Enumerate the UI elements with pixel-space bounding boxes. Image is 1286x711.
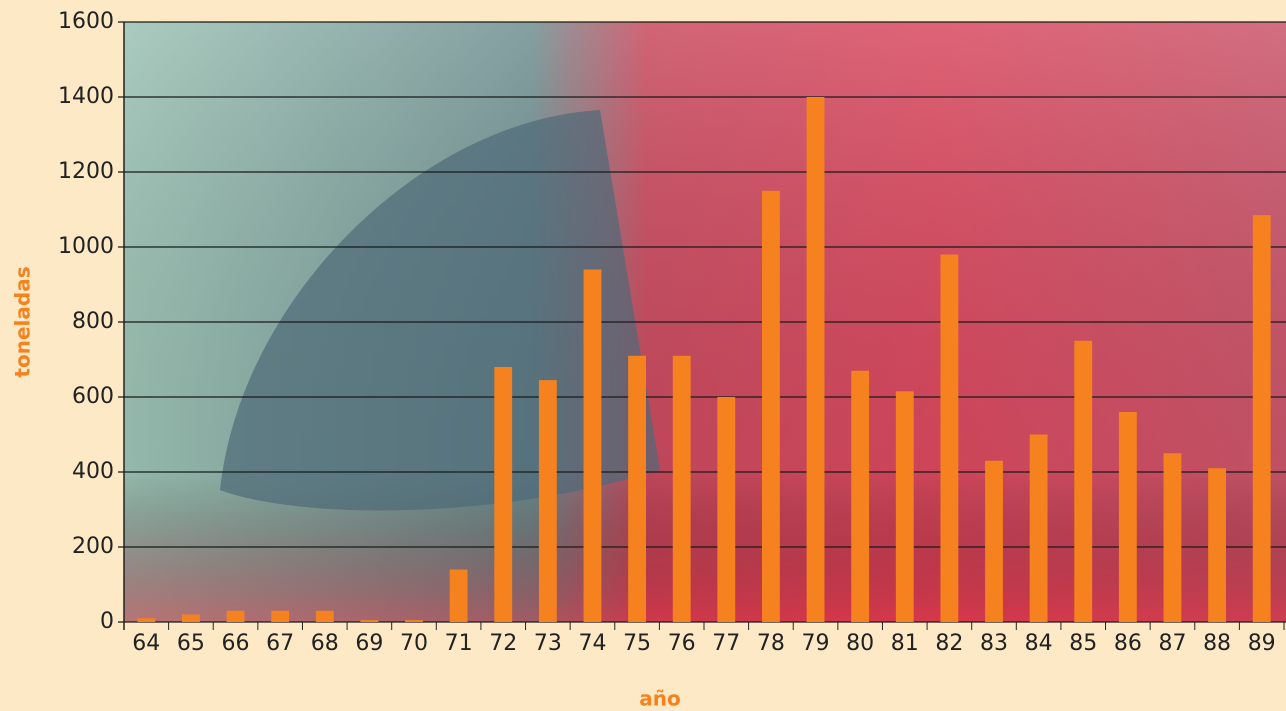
bar (316, 611, 334, 622)
y-tick-label: 600 (72, 384, 114, 409)
y-tick-label: 0 (100, 609, 114, 634)
x-tick-label: 82 (935, 631, 963, 656)
bar (227, 611, 245, 622)
x-tick-label: 80 (846, 631, 874, 656)
x-tick-label: 64 (132, 631, 160, 656)
bar (1074, 341, 1092, 622)
x-tick-label: 67 (266, 631, 294, 656)
x-tick-label: 69 (355, 631, 383, 656)
bar (405, 620, 423, 622)
bar (539, 380, 557, 622)
x-tick-label: 79 (802, 631, 830, 656)
y-tick-label: 800 (72, 309, 114, 334)
bar (851, 371, 869, 622)
bar (1208, 468, 1226, 622)
bar (1253, 215, 1271, 622)
bar (762, 191, 780, 622)
x-tick-label: 75 (623, 631, 651, 656)
x-tick-label: 83 (980, 631, 1008, 656)
y-tick-label: 200 (72, 534, 114, 559)
x-tick-label: 76 (668, 631, 696, 656)
x-tick-label: 87 (1158, 631, 1186, 656)
y-tick-label: 1400 (58, 84, 114, 109)
bar (137, 618, 155, 622)
x-tick-label: 74 (578, 631, 606, 656)
y-axis-label: toneladas (11, 266, 35, 377)
bar (1119, 412, 1137, 622)
bar (807, 97, 825, 622)
x-tick-label: 65 (177, 631, 205, 656)
bar (1164, 453, 1182, 622)
y-tick-label: 1000 (58, 234, 114, 259)
x-tick-label: 72 (489, 631, 517, 656)
bar (584, 270, 602, 623)
bar (450, 570, 468, 623)
bar (673, 356, 691, 622)
x-tick-label: 85 (1069, 631, 1097, 656)
x-tick-label: 68 (311, 631, 339, 656)
bar (1030, 435, 1048, 623)
bar (940, 255, 958, 623)
bar (360, 620, 378, 622)
x-tick-label: 66 (222, 631, 250, 656)
bar (271, 611, 289, 622)
x-tick-label: 78 (757, 631, 785, 656)
x-tick-label: 88 (1203, 631, 1231, 656)
x-tick-label: 73 (534, 631, 562, 656)
x-tick-label: 70 (400, 631, 428, 656)
x-axis-label: año (639, 687, 680, 711)
x-tick-label: 81 (891, 631, 919, 656)
bar (717, 397, 735, 622)
bar (182, 615, 200, 623)
x-tick-label: 77 (712, 631, 740, 656)
bar (985, 461, 1003, 622)
chart: toneladas año 0 200 400 600 800 1000 1200 1400 1… (0, 0, 1286, 711)
x-tick-label: 84 (1025, 631, 1053, 656)
x-tick-label: 86 (1114, 631, 1142, 656)
bar (896, 391, 914, 622)
bar (494, 367, 512, 622)
y-tick-label: 1200 (58, 159, 114, 184)
x-tick-label: 89 (1248, 631, 1276, 656)
y-tick-label: 400 (72, 459, 114, 484)
y-tick-label: 1600 (58, 9, 114, 34)
x-tick-label: 71 (445, 631, 473, 656)
bar (628, 356, 646, 622)
